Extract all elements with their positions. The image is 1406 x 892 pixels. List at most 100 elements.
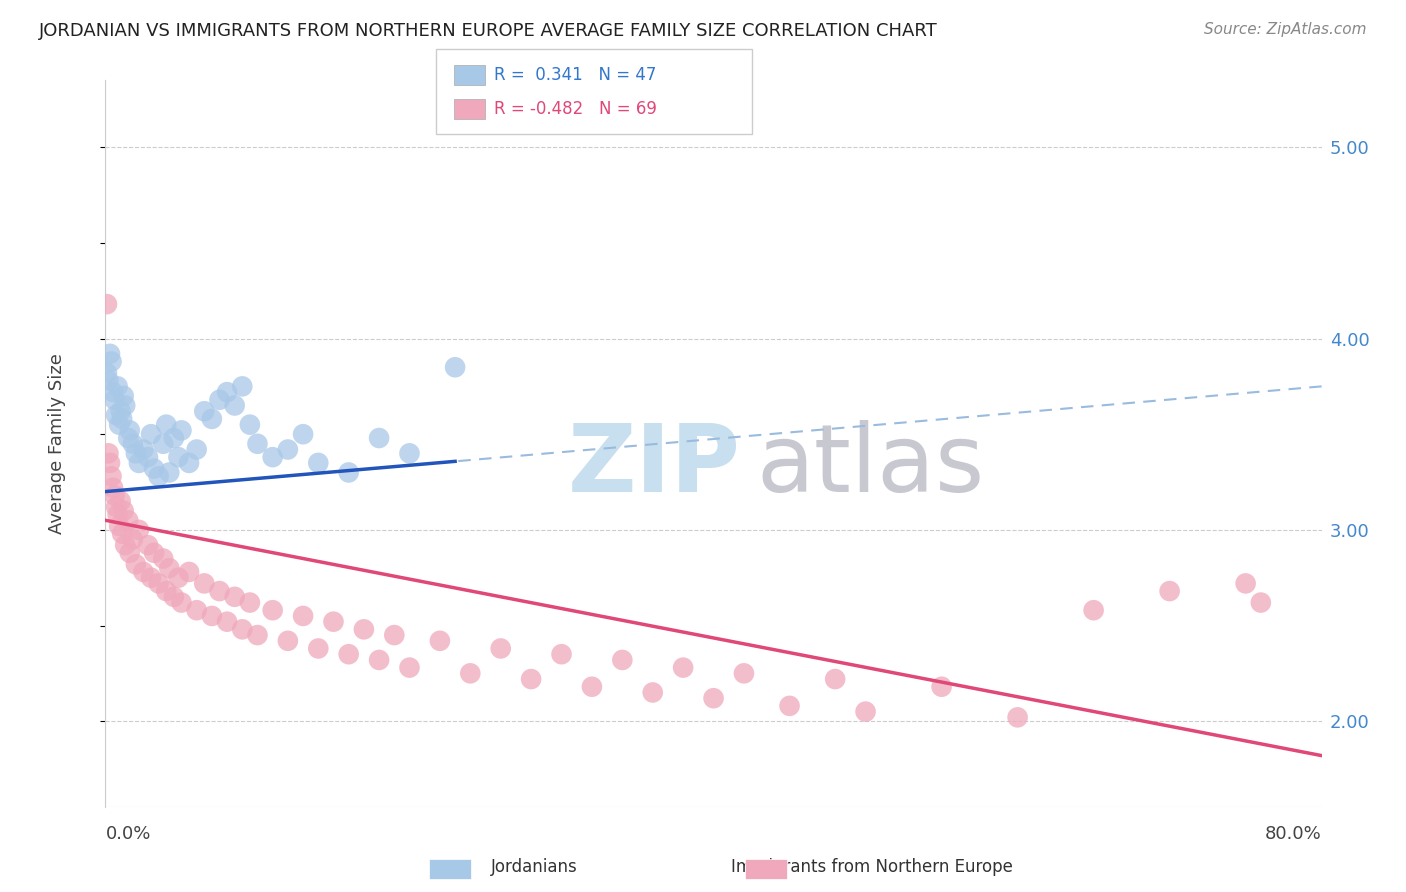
- Point: [177, 456, 200, 470]
- Point: [152, 551, 174, 566]
- Point: [458, 666, 481, 681]
- Point: [201, 609, 224, 624]
- Point: [779, 698, 801, 713]
- Point: [111, 412, 134, 426]
- Point: [170, 596, 193, 610]
- Point: [132, 565, 155, 579]
- Point: [1234, 576, 1257, 591]
- Point: [136, 538, 159, 552]
- Point: [217, 615, 239, 629]
- Point: [217, 385, 239, 400]
- Point: [231, 623, 253, 637]
- Point: [550, 647, 572, 661]
- Point: [96, 297, 118, 311]
- Point: [139, 427, 162, 442]
- Point: [177, 565, 200, 579]
- Point: [110, 404, 132, 418]
- Point: [398, 446, 420, 460]
- Point: [246, 628, 269, 642]
- Point: [121, 533, 143, 547]
- Point: [143, 461, 166, 475]
- Point: [398, 660, 420, 674]
- Point: [139, 571, 162, 585]
- Point: [167, 450, 190, 465]
- Point: [1250, 596, 1272, 610]
- Point: [368, 653, 391, 667]
- Point: [100, 354, 122, 368]
- Point: [114, 538, 136, 552]
- Text: Immigrants from Northern Europe: Immigrants from Northern Europe: [731, 858, 1012, 876]
- Point: [112, 504, 135, 518]
- Point: [103, 488, 125, 502]
- Point: [353, 623, 375, 637]
- Point: [277, 633, 299, 648]
- Point: [429, 633, 451, 648]
- Point: [292, 609, 315, 624]
- Point: [157, 466, 180, 480]
- Point: [489, 641, 512, 656]
- Point: [121, 437, 143, 451]
- Point: [224, 399, 246, 413]
- Point: [612, 653, 634, 667]
- Point: [186, 442, 208, 457]
- Point: [193, 576, 215, 591]
- Point: [733, 666, 755, 681]
- Point: [118, 546, 141, 560]
- Point: [239, 596, 262, 610]
- Point: [114, 399, 136, 413]
- Point: [193, 404, 215, 418]
- Point: [155, 417, 177, 432]
- Point: [108, 519, 131, 533]
- Point: [112, 389, 135, 403]
- Point: [246, 437, 269, 451]
- Point: [101, 481, 124, 495]
- Point: [855, 705, 877, 719]
- Point: [143, 546, 166, 560]
- Point: [672, 660, 695, 674]
- Point: [96, 366, 118, 380]
- Point: [128, 523, 150, 537]
- Point: [1159, 584, 1181, 599]
- Point: [163, 431, 186, 445]
- Point: [108, 417, 131, 432]
- Point: [155, 584, 177, 599]
- Point: [98, 456, 121, 470]
- Point: [368, 431, 391, 445]
- Point: [208, 584, 231, 599]
- Point: [107, 379, 129, 393]
- Text: R =  0.341   N = 47: R = 0.341 N = 47: [494, 66, 655, 84]
- Point: [337, 647, 360, 661]
- Point: [292, 427, 315, 442]
- Point: [97, 446, 120, 460]
- Point: [110, 494, 132, 508]
- Point: [163, 590, 186, 604]
- Point: [148, 576, 170, 591]
- Point: [100, 469, 122, 483]
- Point: [307, 456, 329, 470]
- Point: [201, 412, 224, 426]
- Point: [128, 456, 150, 470]
- Point: [111, 526, 134, 541]
- Point: [105, 500, 128, 514]
- Point: [1007, 710, 1029, 724]
- Point: [117, 513, 139, 527]
- Point: [277, 442, 299, 457]
- Point: [157, 561, 180, 575]
- Text: ZIP: ZIP: [568, 419, 741, 512]
- Point: [136, 450, 159, 465]
- Point: [107, 508, 129, 522]
- Point: [148, 469, 170, 483]
- Point: [125, 446, 148, 460]
- Point: [581, 680, 603, 694]
- Point: [167, 571, 190, 585]
- Point: [231, 379, 253, 393]
- Point: [170, 423, 193, 437]
- Text: 80.0%: 80.0%: [1265, 825, 1322, 844]
- Point: [641, 685, 664, 699]
- Point: [382, 628, 405, 642]
- Point: [262, 450, 284, 465]
- Point: [97, 374, 120, 388]
- Point: [125, 558, 148, 572]
- Point: [132, 442, 155, 457]
- Point: [931, 680, 953, 694]
